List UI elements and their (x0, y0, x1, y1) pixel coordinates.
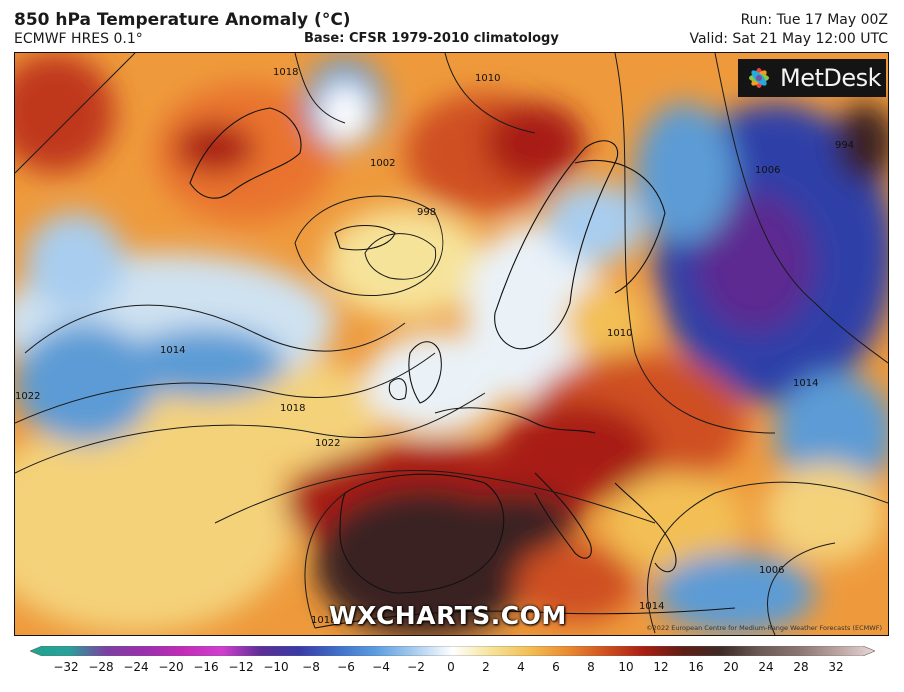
colorbar-labels: −32 −28 −24 −20 −16 −12 −10 −8 −6 −4 −2 0 2 4 6 8 10 12 16… (0, 660, 904, 680)
coastlines (189, 107, 736, 629)
isobar-label: 1006 (755, 165, 780, 176)
colorbar-tick-label: −4 (372, 660, 390, 674)
isobar-label: 1018 (280, 403, 305, 414)
isobar-label: 994 (835, 140, 854, 151)
colorbar-tick-label: 24 (758, 660, 774, 674)
isobar-label: 1010 (607, 328, 632, 339)
isobar-label: 998 (417, 207, 436, 218)
colorbar-tick-label: 28 (793, 660, 809, 674)
colorbar-tick-label: 0 (447, 660, 455, 674)
colorbar-tick-label: 12 (653, 660, 669, 674)
isobars (15, 53, 888, 635)
isobar-labels: 1018 1014 1022 1002 998 1018 1010 1006 9… (15, 67, 854, 626)
climatology-base-label: Base: CFSR 1979-2010 climatology (304, 31, 559, 46)
colorbar-tick-label: 2 (482, 660, 490, 674)
colorbar-tick-label: 16 (688, 660, 704, 674)
colorbar-tick-label: −2 (407, 660, 425, 674)
colorbar (30, 646, 875, 656)
colorbar-tick-label: −28 (88, 660, 114, 674)
isobar-label: 1022 (15, 391, 40, 402)
run-time-label: Run: Tue 17 May 00Z (740, 12, 888, 28)
anomaly-map[interactable]: 1018 1014 1022 1002 998 1018 1010 1006 9… (14, 52, 889, 636)
colorbar-tick-label: −12 (228, 660, 254, 674)
colorbar-tick-label: −8 (302, 660, 320, 674)
isobar-label: 1006 (759, 565, 784, 576)
chart-title: 850 hPa Temperature Anomaly (°C) (14, 10, 351, 30)
anomaly-map-canvas: 1018 1014 1022 1002 998 1018 1010 1006 9… (15, 53, 888, 635)
isobar-label: 1014 (160, 345, 185, 356)
isobar-label: 1014 (639, 601, 664, 612)
isobar-label: 1010 (475, 73, 500, 84)
valid-time-label: Valid: Sat 21 May 12:00 UTC (689, 31, 888, 47)
metdesk-logo-text: MetDesk (780, 64, 882, 92)
isobar-label: 1014 (793, 378, 818, 389)
isobar-label: 1018 (273, 67, 298, 78)
colorbar-tick-label: −20 (158, 660, 184, 674)
wxcharts-watermark: WXCHARTS.COM (329, 601, 567, 630)
colorbar-tick-label: 32 (828, 660, 844, 674)
colorbar-tick-label: 4 (517, 660, 525, 674)
colorbar-tick-label: 6 (552, 660, 560, 674)
metdesk-flower-icon (749, 68, 769, 88)
isobar-label: 1018 (311, 615, 336, 626)
colorbar-tick-label: −6 (337, 660, 355, 674)
colorbar-tick-label: −32 (53, 660, 79, 674)
colorbar-tick-label: 8 (587, 660, 595, 674)
colorbar-tick-label: −16 (193, 660, 219, 674)
colorbar-gradient (30, 646, 875, 656)
colorbar-tick-label: 10 (618, 660, 634, 674)
copyright-notice: ©2022 European Centre for Medium-Range W… (646, 624, 882, 632)
isobar-label: 1022 (315, 438, 340, 449)
metdesk-logo: MetDesk (738, 59, 886, 97)
model-label: ECMWF HRES 0.1° (14, 31, 143, 47)
colorbar-tick-label: 20 (723, 660, 739, 674)
colorbar-tick-label: −24 (123, 660, 149, 674)
colorbar-tick-label: −10 (263, 660, 289, 674)
isobar-label: 1002 (370, 158, 395, 169)
